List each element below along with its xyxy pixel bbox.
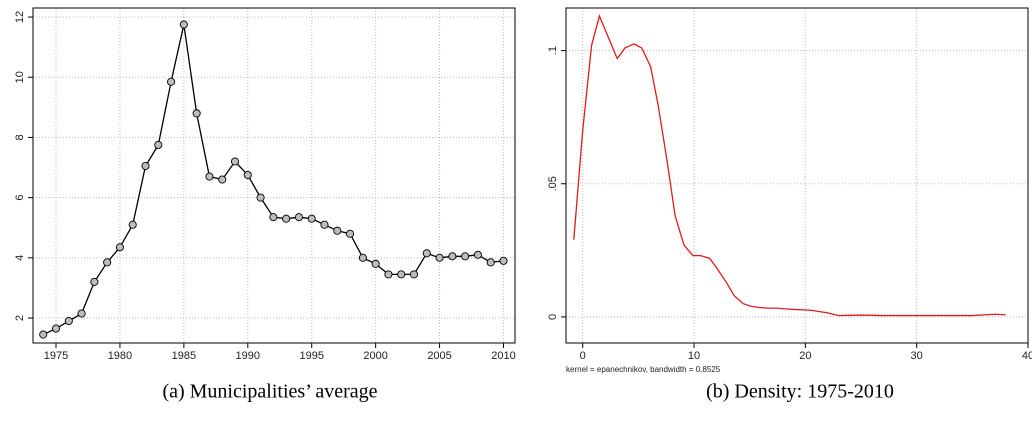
data-line [42,24,504,336]
y-tick-label: .1 [547,46,559,55]
data-point [333,226,342,235]
y-tick-label: 0 [547,314,559,320]
y-tick-label: 8 [14,134,26,140]
data-point [461,252,470,261]
x-tick-label: 30 [911,350,923,362]
data-point [269,213,278,222]
data-point [435,253,444,262]
x-tick-label: 20 [799,350,811,362]
data-point [90,277,99,286]
data-point [230,157,240,166]
data-point [141,161,150,171]
caption: (b) Density: 1975-2010 [706,381,894,403]
data-point [384,270,393,279]
x-tick-label: 40 [1022,350,1032,362]
x-tick-label: 1990 [236,350,260,362]
data-point [397,270,406,279]
x-tick-label: 2005 [427,350,451,362]
data-point [486,258,495,267]
data-point [218,175,227,184]
x-tick-label: 1975 [44,350,68,362]
y-tick-label: 2 [14,315,26,321]
data-point [39,330,48,339]
x-tick-label: 1985 [172,350,196,362]
y-tick-label: 12 [14,11,26,23]
data-point [256,193,265,202]
plot-frame [32,7,516,344]
x-tick-label: 1995 [299,350,323,362]
x-tick-label: 0 [580,350,586,362]
data-point [115,243,124,252]
data-point [294,213,303,222]
data-point [179,20,188,29]
chart: 1975 1980 1985 1990 1995 2000 2005 2010 2 4 6 8 10 12… [14,7,516,403]
data-point [192,109,201,118]
data-line [573,13,1006,317]
x-tick-label: 2000 [363,350,387,362]
note: kernel = epanechnikov, bandwidth = 0.852… [566,365,721,374]
data-point [282,214,291,223]
data-point [358,253,367,262]
data-point [448,252,457,261]
data-point [422,249,431,258]
x-tick-label: 2010 [491,350,515,362]
data-point [103,258,112,267]
data-point [371,259,380,268]
x-tick-label: 10 [688,350,700,362]
data-point [128,220,137,229]
data-point [307,214,316,223]
data-point [205,172,214,181]
data-point [346,229,355,238]
data-point [320,220,329,229]
chart: 0 10 20 30 40 0 .05 .1 kernel = epanechnikov, ba… [547,7,1032,403]
data-point [64,316,73,326]
y-tick-label: 10 [14,71,26,83]
y-tick-label: 6 [14,195,26,201]
plot-frame [565,7,1029,344]
x-tick-label: 1980 [108,350,132,362]
data-point [409,270,419,279]
y-tick-label: 4 [14,255,26,261]
data-point [77,309,86,318]
y-tick-label: .05 [547,176,559,191]
caption: (a) Municipalities’ average [162,381,377,403]
data-point [499,256,508,265]
data-point [154,140,163,149]
data-point [473,250,482,259]
data-point [167,77,176,86]
data-point [51,324,61,333]
data-point [243,170,252,180]
